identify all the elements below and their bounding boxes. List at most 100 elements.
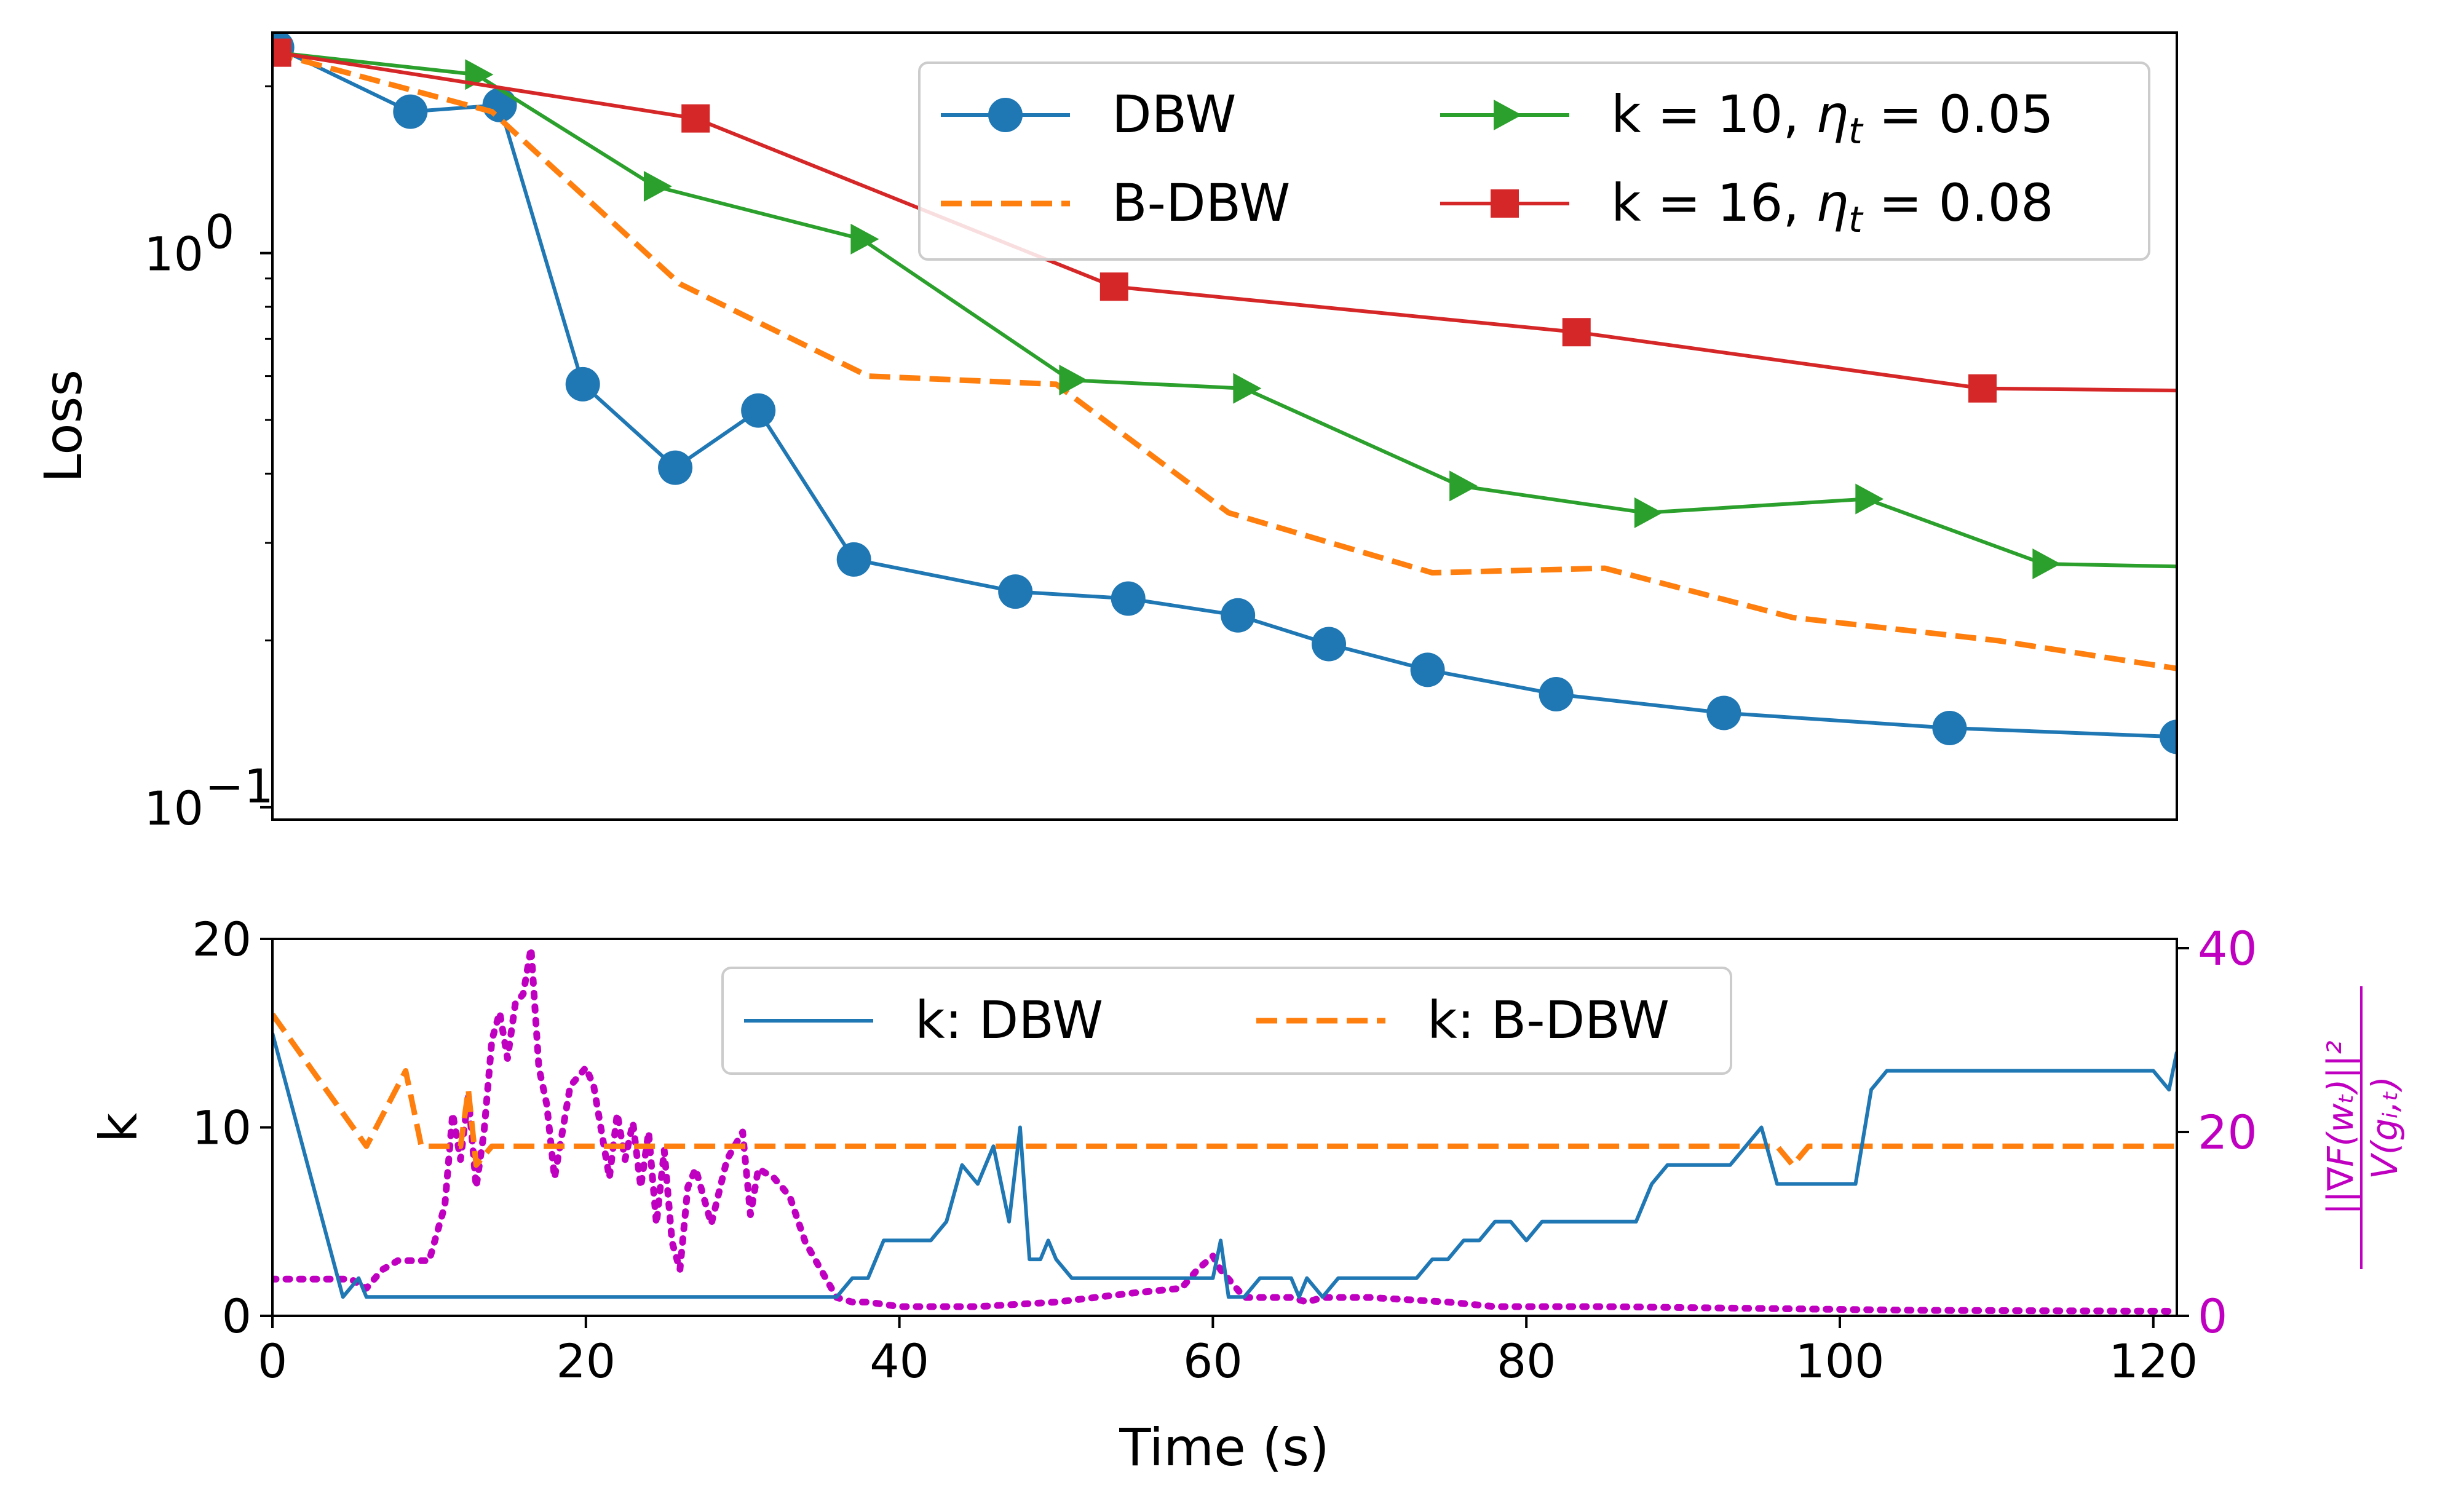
x-tick-label: 20	[556, 1334, 616, 1388]
ratio-y-ticks: 0 20 40	[2177, 921, 2257, 1344]
ratio-denominator: V(gᵢ,ₜ)	[2364, 1076, 2406, 1179]
loss-point-k-16-t-0-08	[1562, 318, 1591, 347]
legend-k16-eta: η	[1816, 173, 1848, 233]
loss-point-k-10-t-0-05	[1233, 373, 1262, 404]
ratio-y-axis-label: ||∇F(wₜ)||² V(gᵢ,ₜ)	[2319, 986, 2406, 1269]
loss-series-k-10-t-0-05	[277, 50, 2177, 579]
legend-entry-k-dbw: k: DBW	[744, 990, 1103, 1050]
k-panel: 0 20 40 60 80 100 120 0 10 20 0 20 40 Time (s) k |…	[89, 912, 2406, 1478]
loss-legend: DBW B-DBW k = 10, ηt = 0.05 k = 16, ηt =…	[918, 61, 2150, 261]
legend-marker-shape-dbw	[988, 98, 1023, 132]
ratio-y-tick-label: 40	[2198, 921, 2257, 976]
loss-point-k-10-t-0-05	[850, 223, 879, 255]
k-series-ratio	[272, 944, 2177, 1315]
ratio-y-tick-label: 0	[2198, 1289, 2227, 1344]
k-series-layer	[272, 944, 2177, 1315]
legend-entry-k16: k = 16, ηt = 0.08	[1440, 173, 2054, 240]
loss-point-dbw	[1539, 676, 1574, 711]
loss-plot-frame	[271, 31, 2178, 821]
k-legend: k: DBW k: B-DBW	[721, 967, 1732, 1075]
x-tick-label: 0	[258, 1334, 287, 1388]
loss-point-dbw	[1221, 598, 1256, 633]
loss-point-k-10-t-0-05	[1634, 497, 1663, 528]
legend-entry-bdbw: B-DBW	[941, 173, 1290, 233]
ratio-y-tick-label: 20	[2198, 1105, 2257, 1160]
loss-point-dbw	[2160, 719, 2177, 754]
loss-point-dbw	[741, 393, 776, 428]
legend-marker-dbw	[988, 98, 1023, 132]
legend-k10-prefix: k = 10,	[1611, 84, 1816, 144]
loss-y-tick-exponent: 0	[205, 205, 234, 259]
loss-series-layer	[272, 33, 2177, 754]
loss-point-dbw	[565, 366, 600, 402]
k-x-ticks: 0 20 40 60 80 100 120	[258, 1316, 2198, 1388]
k-y-tick-label: 0	[222, 1289, 252, 1344]
x-tick-label: 80	[1497, 1334, 1556, 1388]
x-tick-label: 60	[1183, 1334, 1243, 1388]
k-line-k-dbw	[272, 1032, 2177, 1299]
legend-label-k16: k = 16, ηt = 0.08	[1611, 173, 2054, 240]
loss-line-dbw	[276, 46, 2177, 739]
loss-point-dbw	[658, 450, 693, 485]
k-y-axis-label: k	[89, 1112, 149, 1142]
legend-marker-k16	[1491, 189, 1519, 218]
legend-label-k10: k = 10, ηt = 0.05	[1611, 84, 2054, 152]
k-y-ticks: 0 10 20	[192, 912, 272, 1344]
loss-point-dbw	[998, 574, 1033, 609]
loss-legend-box	[918, 61, 2150, 261]
loss-point-dbw	[482, 87, 517, 122]
loss-line-k-16-t-0-08	[277, 50, 2177, 393]
loss-point-k-10-t-0-05	[1059, 365, 1088, 396]
legend-marker-shape-k16	[1491, 189, 1519, 218]
legend-k16-prefix: k = 16,	[1611, 173, 1816, 233]
k-legend-box	[721, 967, 1732, 1075]
loss-y-axis-label: Loss	[33, 370, 93, 483]
legend-k10-suffix: = 0.05	[1863, 84, 2054, 144]
x-axis-label: Time (s)	[1119, 1417, 1329, 1478]
loss-point-k-10-t-0-05	[1449, 470, 1478, 502]
k-y-tick-label: 10	[192, 1101, 252, 1155]
legend-entry-k-bdbw: k: B-DBW	[1256, 990, 1670, 1050]
k-series-k-dbw	[272, 1032, 2177, 1299]
loss-point-k-10-t-0-05	[1855, 483, 1884, 515]
legend-k16-sub: t	[1848, 199, 1864, 240]
loss-series-b-dbw	[272, 50, 2177, 671]
legend-label-k-bdbw: k: B-DBW	[1427, 990, 1670, 1050]
legend-k10-sub: t	[1848, 110, 1864, 152]
loss-y-tick-label: 10	[144, 781, 204, 836]
loss-line-b-dbw	[272, 50, 2177, 671]
legend-label-dbw: DBW	[1112, 84, 1236, 144]
loss-y-tick-exponent: −1	[205, 759, 274, 813]
loss-point-k-10-t-0-05	[2032, 548, 2061, 579]
x-tick-label: 120	[2109, 1334, 2198, 1388]
legend-entry-dbw: DBW	[941, 84, 1236, 144]
k-line-ratio	[272, 944, 2177, 1315]
loss-point-k-16-t-0-08	[1099, 272, 1128, 301]
loss-point-dbw	[836, 542, 871, 577]
loss-point-k-16-t-0-08	[272, 38, 291, 67]
legend-k16-suffix: = 0.08	[1863, 173, 2054, 233]
legend-k10-eta: η	[1816, 84, 1848, 144]
legend-label-bdbw: B-DBW	[1112, 173, 1290, 233]
loss-y-tick-label: 10	[144, 227, 204, 282]
x-tick-label: 40	[870, 1334, 929, 1388]
x-tick-label: 100	[1795, 1334, 1884, 1388]
loss-point-dbw	[1410, 652, 1445, 687]
k-plot-frame	[271, 938, 2178, 1317]
loss-point-dbw	[1111, 581, 1146, 616]
ratio-numerator: ||∇F(wₜ)||²	[2319, 1040, 2361, 1214]
legend-marker-shape-k10	[1494, 100, 1522, 130]
loss-point-k-16-t-0-08	[681, 104, 710, 133]
loss-point-dbw	[1932, 711, 1967, 746]
legend-entry-k10: k = 10, ηt = 0.05	[1440, 84, 2054, 152]
legend-marker-k10	[1494, 100, 1522, 130]
loss-point-k-10-t-0-05	[643, 170, 672, 202]
loss-point-dbw	[393, 94, 428, 129]
legend-label-k-dbw: k: DBW	[915, 990, 1103, 1050]
loss-series-k-16-t-0-08	[272, 38, 2177, 403]
loss-point-k-16-t-0-08	[1968, 374, 1997, 403]
loss-point-dbw	[1312, 627, 1347, 662]
